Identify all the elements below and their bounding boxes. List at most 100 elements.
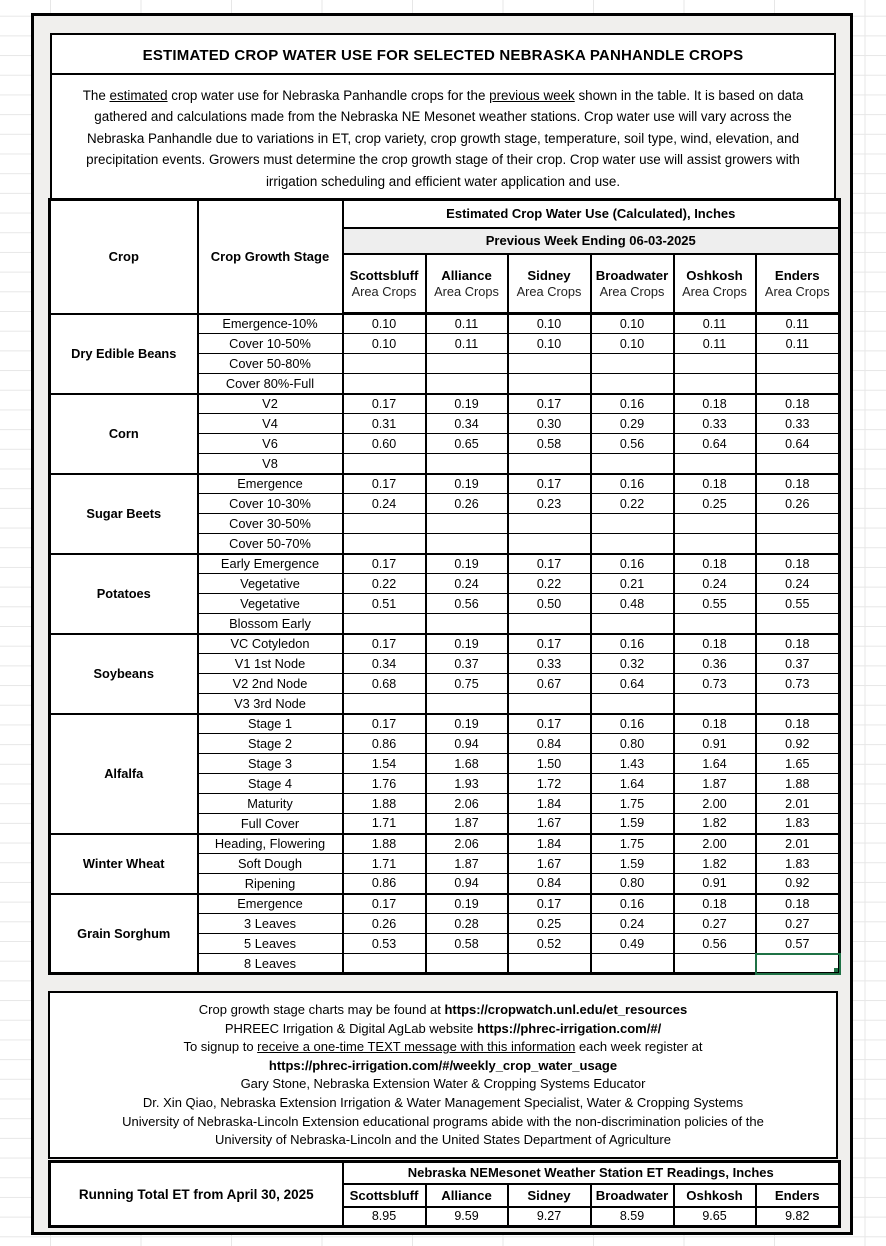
value-cell[interactable]: 1.59	[589, 853, 675, 874]
value-cell[interactable]: 0.18	[672, 632, 757, 654]
value-cell[interactable]: 0.18	[672, 712, 757, 734]
value-cell[interactable]	[424, 953, 509, 974]
value-cell[interactable]: 0.10	[341, 333, 427, 354]
value-cell[interactable]: 1.71	[341, 853, 427, 874]
value-cell[interactable]: 0.21	[589, 573, 675, 594]
growth-stage-cell[interactable]: V6	[196, 433, 344, 454]
et-value-cell[interactable]: 9.65	[672, 1205, 757, 1228]
growth-stage-cell[interactable]: V2	[196, 392, 344, 414]
station-header[interactable]: Scottsbluff Area Crops	[341, 252, 427, 315]
value-cell[interactable]: 0.33	[672, 413, 757, 434]
value-cell[interactable]	[754, 373, 841, 394]
growth-stage-cell[interactable]: Full Cover	[196, 813, 344, 834]
growth-stage-cell[interactable]: Cover 50-80%	[196, 353, 344, 374]
value-cell[interactable]: 0.16	[589, 552, 675, 574]
value-cell[interactable]: 0.64	[672, 433, 757, 454]
value-cell[interactable]: 0.11	[672, 312, 757, 334]
value-cell[interactable]: 0.92	[754, 733, 841, 754]
value-cell[interactable]: 0.16	[589, 472, 675, 494]
value-cell[interactable]: 0.37	[754, 653, 841, 674]
value-cell[interactable]: 0.86	[341, 733, 427, 754]
growth-stage-cell[interactable]: V2 2nd Node	[196, 673, 344, 694]
value-cell[interactable]	[424, 373, 509, 394]
value-cell[interactable]: 0.80	[589, 733, 675, 754]
value-cell[interactable]	[506, 533, 592, 554]
value-cell[interactable]: 0.60	[341, 433, 427, 454]
station-header[interactable]: Alliance Area Crops	[424, 252, 509, 315]
station-header[interactable]: Broadwater Area Crops	[589, 252, 675, 315]
value-cell[interactable]	[341, 613, 427, 634]
value-cell[interactable]: 2.01	[754, 832, 841, 854]
value-cell[interactable]	[754, 613, 841, 634]
growth-stage-cell[interactable]: Vegetative	[196, 573, 344, 594]
value-cell[interactable]: 0.18	[754, 472, 841, 494]
value-cell[interactable]: 0.24	[424, 573, 509, 594]
value-cell[interactable]	[672, 453, 757, 474]
value-cell[interactable]: 0.34	[341, 653, 427, 674]
value-cell[interactable]: 0.84	[506, 873, 592, 894]
value-cell[interactable]: 0.91	[672, 733, 757, 754]
station-header[interactable]: Sidney Area Crops	[506, 252, 592, 315]
value-cell[interactable]	[506, 693, 592, 714]
value-cell[interactable]	[506, 953, 592, 974]
value-cell[interactable]: 1.93	[424, 773, 509, 794]
value-cell[interactable]: 0.65	[424, 433, 509, 454]
value-cell[interactable]	[424, 693, 509, 714]
value-cell[interactable]: 1.75	[589, 832, 675, 854]
value-cell[interactable]	[589, 953, 675, 974]
value-cell[interactable]	[424, 533, 509, 554]
value-cell[interactable]: 0.16	[589, 892, 675, 914]
value-cell[interactable]: 0.19	[424, 892, 509, 914]
value-cell[interactable]: 0.16	[589, 632, 675, 654]
value-cell[interactable]: 1.64	[672, 753, 757, 774]
value-cell[interactable]: 0.32	[589, 653, 675, 674]
value-cell[interactable]: 1.68	[424, 753, 509, 774]
value-cell[interactable]: 1.65	[754, 753, 841, 774]
value-cell[interactable]: 0.94	[424, 873, 509, 894]
et-value-cell[interactable]: 9.27	[506, 1205, 592, 1228]
value-cell[interactable]: 0.16	[589, 392, 675, 414]
value-cell[interactable]: 0.28	[424, 913, 509, 934]
value-cell[interactable]: 0.19	[424, 472, 509, 494]
et-station-cell[interactable]: Alliance	[424, 1182, 509, 1208]
value-cell[interactable]	[754, 513, 841, 534]
value-cell[interactable]: 0.27	[672, 913, 757, 934]
value-cell[interactable]: 0.58	[506, 433, 592, 454]
value-cell[interactable]: 0.17	[506, 552, 592, 574]
value-cell[interactable]: 1.87	[672, 773, 757, 794]
value-cell[interactable]: 0.10	[589, 333, 675, 354]
value-cell[interactable]	[672, 513, 757, 534]
value-cell[interactable]: 0.34	[424, 413, 509, 434]
value-cell[interactable]: 0.24	[589, 913, 675, 934]
value-cell[interactable]: 1.75	[589, 793, 675, 814]
crop-column-header[interactable]: Crop	[48, 198, 199, 315]
value-cell[interactable]: 0.91	[672, 873, 757, 894]
value-cell[interactable]: 0.50	[506, 593, 592, 614]
value-cell[interactable]: 1.64	[589, 773, 675, 794]
et-station-cell[interactable]: Oshkosh	[672, 1182, 757, 1208]
value-cell[interactable]: 0.52	[506, 933, 592, 954]
crop-name-cell[interactable]: Corn	[48, 392, 199, 475]
value-cell[interactable]: 0.10	[506, 312, 592, 334]
value-cell[interactable]: 0.33	[506, 653, 592, 674]
value-cell[interactable]: 1.82	[672, 813, 757, 834]
value-cell[interactable]	[341, 533, 427, 554]
growth-stage-cell[interactable]: Cover 80%-Full	[196, 373, 344, 394]
value-cell[interactable]: 0.16	[589, 712, 675, 734]
value-cell[interactable]: 1.88	[341, 832, 427, 854]
value-cell[interactable]: 0.22	[589, 493, 675, 514]
value-cell[interactable]: 0.24	[754, 573, 841, 594]
value-cell[interactable]	[672, 353, 757, 374]
value-cell[interactable]: 1.71	[341, 813, 427, 834]
value-cell[interactable]	[754, 533, 841, 554]
value-cell[interactable]: 0.18	[672, 472, 757, 494]
value-cell[interactable]: 0.10	[506, 333, 592, 354]
station-header[interactable]: Enders Area Crops	[754, 252, 841, 315]
value-cell[interactable]: 0.24	[341, 493, 427, 514]
value-cell[interactable]	[341, 953, 427, 974]
value-cell[interactable]	[424, 453, 509, 474]
growth-stage-cell[interactable]: Ripening	[196, 873, 344, 894]
et-value-cell[interactable]: 9.82	[754, 1205, 841, 1228]
value-cell[interactable]	[424, 613, 509, 634]
value-cell[interactable]	[672, 693, 757, 714]
